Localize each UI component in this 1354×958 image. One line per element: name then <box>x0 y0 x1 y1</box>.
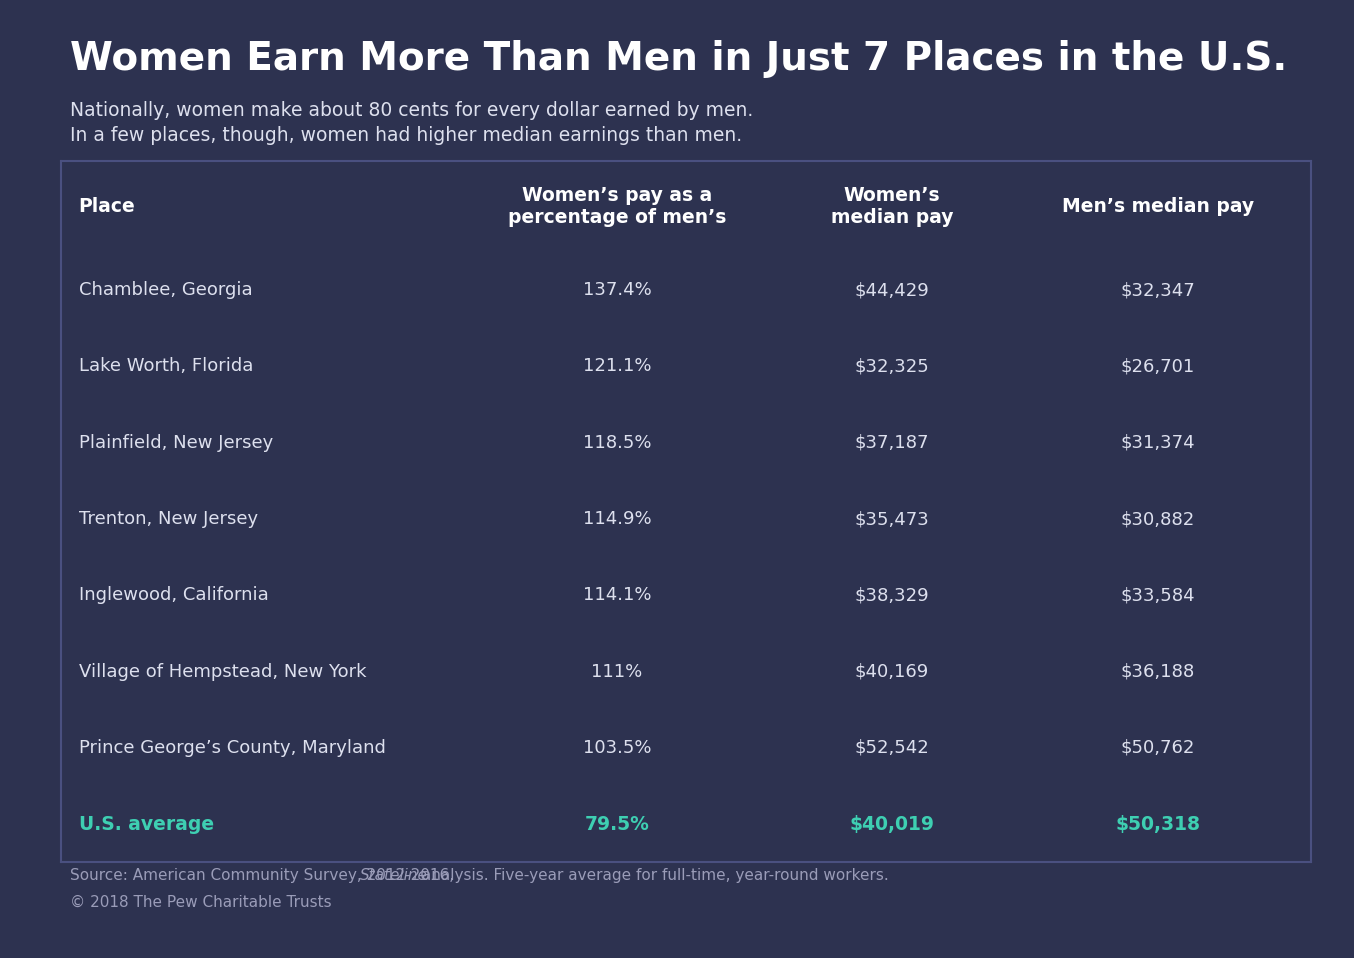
Text: $35,473: $35,473 <box>854 510 929 528</box>
Text: Trenton, New Jersey: Trenton, New Jersey <box>79 510 257 528</box>
Text: 137.4%: 137.4% <box>582 282 651 299</box>
Text: Inglewood, California: Inglewood, California <box>79 586 268 604</box>
Text: Men’s median pay: Men’s median pay <box>1062 197 1254 216</box>
Text: Plainfield, New Jersey: Plainfield, New Jersey <box>79 434 272 452</box>
Text: Village of Hempstead, New York: Village of Hempstead, New York <box>79 663 366 680</box>
Text: $33,584: $33,584 <box>1120 586 1194 604</box>
Text: 103.5%: 103.5% <box>582 739 651 757</box>
Text: 118.5%: 118.5% <box>582 434 651 452</box>
Text: $50,762: $50,762 <box>1120 739 1194 757</box>
Text: $37,187: $37,187 <box>854 434 929 452</box>
Text: 114.9%: 114.9% <box>582 510 651 528</box>
Text: Nationally, women make about 80 cents for every dollar earned by men.: Nationally, women make about 80 cents fo… <box>70 101 754 120</box>
Text: $40,019: $40,019 <box>849 814 934 833</box>
Text: $44,429: $44,429 <box>854 282 929 299</box>
Text: Chamblee, Georgia: Chamblee, Georgia <box>79 282 252 299</box>
Text: $38,329: $38,329 <box>854 586 929 604</box>
Text: $36,188: $36,188 <box>1121 663 1194 680</box>
Text: In a few places, though, women had higher median earnings than men.: In a few places, though, women had highe… <box>70 126 742 146</box>
Text: 79.5%: 79.5% <box>585 814 650 833</box>
Text: $50,318: $50,318 <box>1116 814 1200 833</box>
Text: analysis. Five-year average for full-time, year-round workers.: analysis. Five-year average for full-tim… <box>417 868 888 883</box>
Text: 121.1%: 121.1% <box>582 357 651 376</box>
Text: $40,169: $40,169 <box>854 663 929 680</box>
Text: $26,701: $26,701 <box>1121 357 1194 376</box>
Text: Source: American Community Survey, 2012-2016,: Source: American Community Survey, 2012-… <box>70 868 459 883</box>
Text: 114.1%: 114.1% <box>582 586 651 604</box>
Text: Prince George’s County, Maryland: Prince George’s County, Maryland <box>79 739 386 757</box>
Text: $31,374: $31,374 <box>1120 434 1194 452</box>
Text: Women Earn More Than Men in Just 7 Places in the U.S.: Women Earn More Than Men in Just 7 Place… <box>70 40 1288 79</box>
Text: U.S. average: U.S. average <box>79 814 214 833</box>
Text: Stateline: Stateline <box>360 868 428 883</box>
Text: Women’s pay as a
percentage of men’s: Women’s pay as a percentage of men’s <box>508 186 726 227</box>
Text: © 2018 The Pew Charitable Trusts: © 2018 The Pew Charitable Trusts <box>70 895 332 910</box>
Text: $30,882: $30,882 <box>1121 510 1194 528</box>
Text: 111%: 111% <box>592 663 643 680</box>
Text: $32,325: $32,325 <box>854 357 929 376</box>
Text: $52,542: $52,542 <box>854 739 929 757</box>
Text: Place: Place <box>79 197 135 216</box>
Text: Lake Worth, Florida: Lake Worth, Florida <box>79 357 253 376</box>
Text: $32,347: $32,347 <box>1120 282 1196 299</box>
Text: Women’s
median pay: Women’s median pay <box>831 186 953 227</box>
